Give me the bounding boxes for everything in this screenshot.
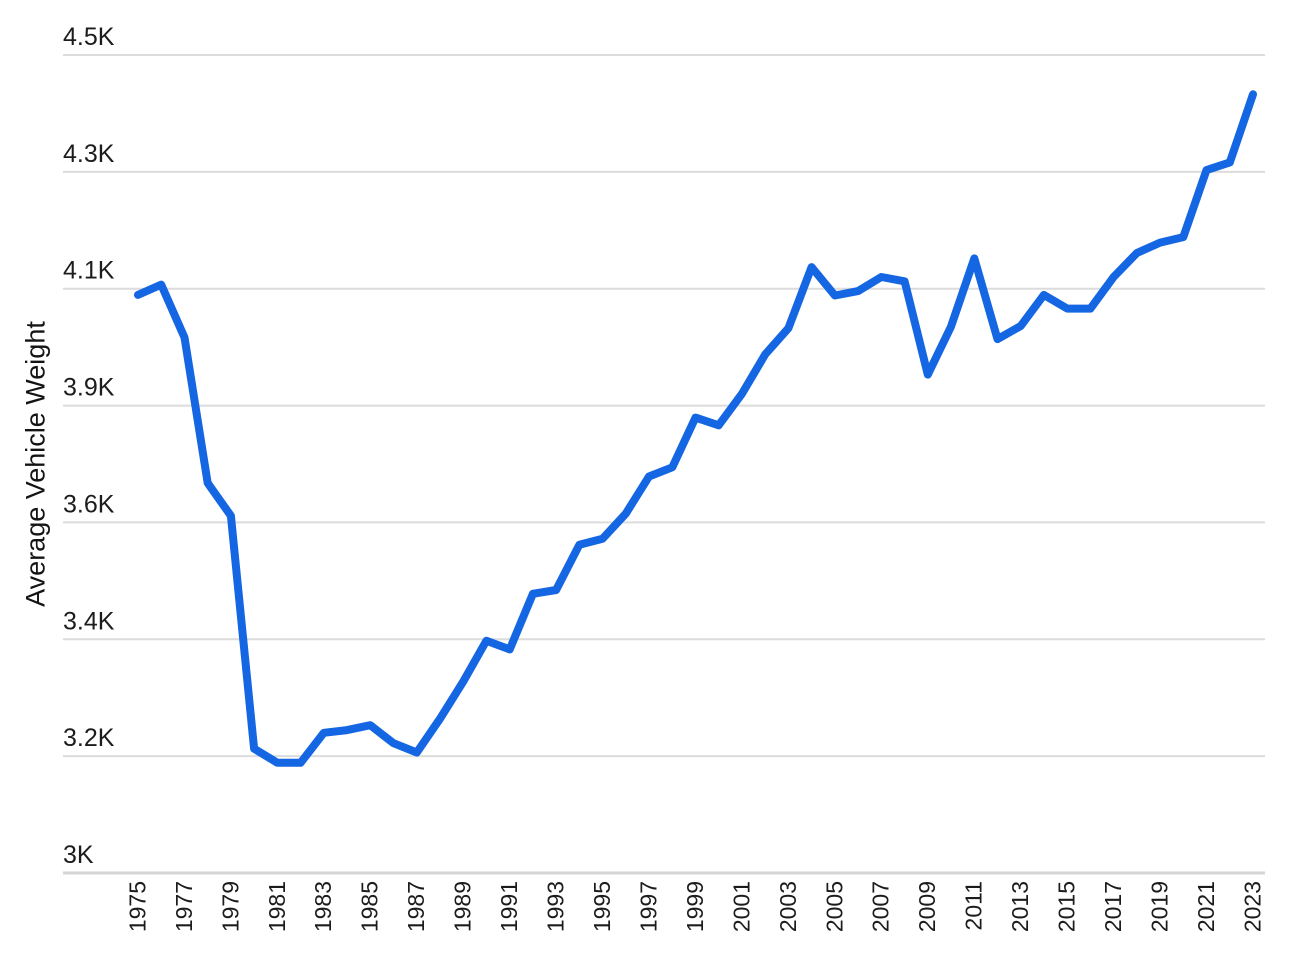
y-tick-label: 3.6K bbox=[63, 490, 115, 518]
x-tick-label: 2009 bbox=[914, 881, 940, 932]
x-tick-label: 2007 bbox=[868, 881, 894, 932]
weight-series-line bbox=[134, 90, 1257, 767]
gridlines bbox=[63, 54, 1265, 875]
x-tick-label: 2019 bbox=[1146, 881, 1172, 932]
x-tick-label: 2013 bbox=[1007, 881, 1033, 932]
x-tick-label: 2001 bbox=[728, 881, 754, 932]
x-tick-label: 1987 bbox=[403, 881, 429, 932]
y-tick-label: 3.4K bbox=[63, 607, 115, 635]
x-tick-label: 1999 bbox=[682, 881, 708, 932]
x-tick-label: 1981 bbox=[264, 881, 290, 932]
x-tick-label: 1979 bbox=[217, 881, 243, 932]
x-tick-label: 2017 bbox=[1100, 881, 1126, 932]
x-tick-label: 1995 bbox=[589, 881, 615, 932]
x-tick-label: 2003 bbox=[775, 881, 801, 932]
y-tick-label: 4.5K bbox=[63, 23, 115, 51]
x-tick-label: 1977 bbox=[171, 881, 197, 932]
x-tick-label: 1989 bbox=[450, 881, 476, 932]
y-tick-label: 3.2K bbox=[63, 724, 115, 752]
y-tick-label: 4.3K bbox=[63, 140, 115, 168]
y-tick-labels: 4.5K 4.3K 4.1K 3.9K 3.6K 3.4K 3.2K 3K bbox=[63, 23, 115, 869]
x-tick-label: 2011 bbox=[961, 881, 987, 930]
x-tick-label: 1985 bbox=[357, 881, 383, 932]
x-tick-label: 1997 bbox=[635, 881, 661, 932]
x-tick-label: 2005 bbox=[821, 881, 847, 932]
x-tick-label: 1975 bbox=[124, 881, 150, 932]
x-tick-label: 2023 bbox=[1239, 881, 1265, 932]
y-tick-label: 4.1K bbox=[63, 257, 115, 285]
x-tick-labels: 1975 1977 1979 1981 1983 1985 1987 1989 1991 1993… bbox=[124, 881, 1265, 932]
x-tick-label: 2021 bbox=[1193, 881, 1219, 932]
x-tick-label: 1991 bbox=[496, 881, 522, 932]
y-tick-label: 3.9K bbox=[63, 374, 115, 402]
y-tick-label: 3K bbox=[63, 841, 94, 869]
x-tick-label: 1983 bbox=[310, 881, 336, 932]
x-tick-label: 2015 bbox=[1054, 881, 1080, 932]
x-tick-label: 1993 bbox=[542, 881, 568, 932]
y-axis-title: Average Vehicle Weight bbox=[21, 321, 51, 607]
